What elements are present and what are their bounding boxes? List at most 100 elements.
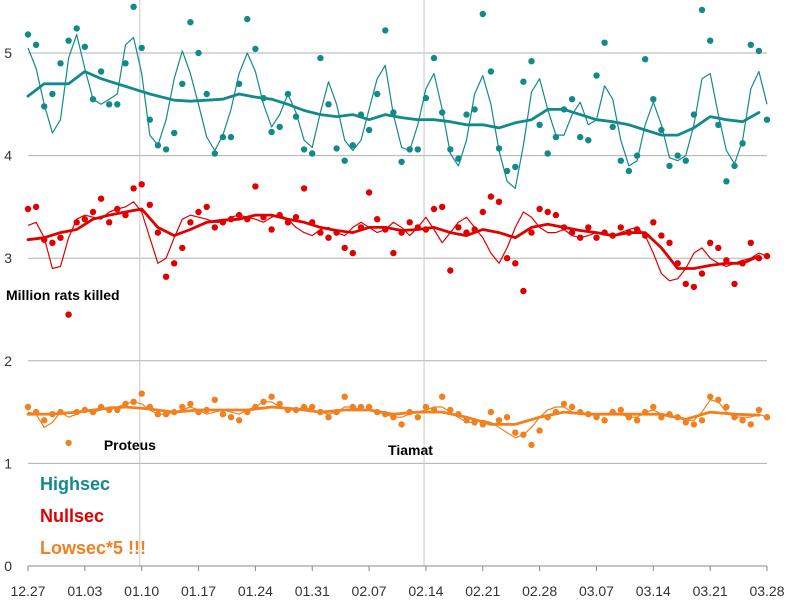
- data-point: [154, 142, 162, 149]
- data-point: [520, 78, 527, 85]
- data-point: [642, 56, 649, 63]
- data-point: [503, 414, 511, 421]
- data-point: [731, 162, 738, 170]
- data-point: [219, 219, 227, 226]
- data-point: [244, 408, 251, 416]
- data-point: [414, 224, 421, 231]
- data-point: [463, 111, 470, 118]
- data-point: [227, 414, 235, 421]
- data-point: [723, 403, 730, 411]
- data-point: [650, 403, 657, 411]
- data-point: [49, 411, 56, 418]
- data-point: [146, 403, 153, 411]
- data-point: [763, 252, 771, 260]
- data-point: [162, 146, 170, 153]
- data-point: [81, 216, 89, 223]
- data-point: [560, 400, 568, 408]
- data-point: [268, 393, 275, 400]
- data-point: [317, 408, 324, 416]
- data-point: [755, 47, 763, 55]
- data-point: [122, 211, 129, 219]
- xtick-label: 03.28: [749, 583, 784, 599]
- data-point: [65, 311, 72, 318]
- data-point: [276, 400, 283, 408]
- data-point: [747, 421, 754, 428]
- data-point: [300, 403, 308, 411]
- data-point: [455, 224, 462, 231]
- data-point: [601, 229, 608, 236]
- data-point: [479, 208, 486, 216]
- data-point: [49, 239, 56, 246]
- data-point: [536, 205, 543, 213]
- data-point: [552, 408, 560, 416]
- series-smooth-line: [27, 33, 768, 189]
- data-point: [723, 178, 730, 185]
- data-point: [365, 126, 373, 134]
- data-point: [333, 229, 340, 236]
- data-point: [430, 54, 438, 62]
- data-point: [73, 408, 80, 416]
- series-smooth-line: [27, 399, 768, 439]
- data-point: [707, 239, 714, 246]
- data-point: [325, 101, 332, 108]
- data-point: [365, 403, 373, 411]
- data-point: [398, 421, 405, 428]
- data-point: [187, 219, 194, 226]
- data-point: [674, 152, 681, 159]
- data-point: [544, 208, 551, 216]
- data-point: [690, 111, 698, 118]
- data-point: [625, 414, 633, 421]
- data-point: [244, 216, 251, 223]
- data-point: [552, 133, 560, 141]
- data-point: [674, 414, 681, 421]
- data-point: [682, 419, 689, 426]
- data-point: [471, 106, 478, 113]
- xtick-label: 03.21: [693, 583, 728, 599]
- data-point: [422, 94, 430, 102]
- data-point: [698, 417, 706, 424]
- data-point: [325, 414, 332, 421]
- data-point: [528, 441, 535, 449]
- data-point: [609, 232, 616, 239]
- data-point: [755, 406, 763, 414]
- data-point: [260, 94, 267, 102]
- data-point: [642, 408, 649, 416]
- data-point: [633, 417, 641, 424]
- data-point: [219, 411, 227, 418]
- data-point: [463, 229, 470, 236]
- data-point: [447, 146, 454, 153]
- data-point: [32, 408, 40, 416]
- data-point: [203, 203, 210, 211]
- data-point: [284, 406, 292, 414]
- data-point: [463, 417, 470, 424]
- data-point: [406, 146, 413, 153]
- data-point: [187, 19, 194, 26]
- data-point: [187, 400, 194, 408]
- data-point: [171, 129, 178, 137]
- data-point: [162, 273, 170, 280]
- data-point: [617, 157, 624, 164]
- data-point: [577, 408, 584, 416]
- data-point: [24, 31, 32, 38]
- data-point: [455, 155, 462, 162]
- data-point: [568, 96, 576, 103]
- data-point: [130, 185, 137, 192]
- data-point: [114, 205, 121, 213]
- data-point: [512, 429, 519, 436]
- data-point: [528, 229, 535, 236]
- ytick-label: 5: [4, 45, 12, 61]
- data-point: [341, 244, 348, 252]
- data-point: [560, 106, 568, 113]
- data-point: [739, 140, 746, 147]
- data-point: [365, 189, 373, 196]
- data-point: [625, 229, 633, 236]
- data-point: [57, 234, 64, 241]
- series-layer: [24, 3, 771, 449]
- data-point: [227, 216, 235, 223]
- data-point: [138, 181, 145, 188]
- data-point: [162, 411, 170, 418]
- data-point: [487, 408, 495, 416]
- data-point: [235, 417, 243, 424]
- data-point: [577, 133, 584, 141]
- data-point: [179, 403, 186, 411]
